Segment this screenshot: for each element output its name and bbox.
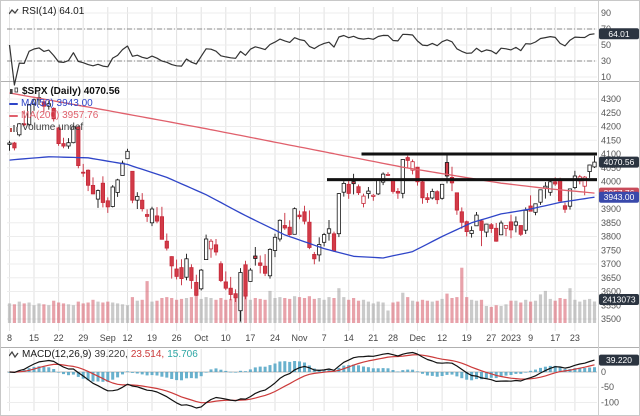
svg-text:3500: 3500 <box>601 314 621 324</box>
candlestick-chart-icon <box>10 87 19 94</box>
svg-text:21: 21 <box>368 333 378 343</box>
svg-text:17: 17 <box>245 333 255 343</box>
svg-text:7: 7 <box>322 333 327 343</box>
svg-text:26: 26 <box>172 333 182 343</box>
svg-text:3750: 3750 <box>601 245 621 255</box>
svg-text:2023: 2023 <box>501 333 521 343</box>
volume-legend[interactable]: Volume undef <box>9 122 120 133</box>
svg-text:12: 12 <box>437 333 447 343</box>
axis-value-badge: 2413073 <box>599 294 639 305</box>
candlesticks <box>7 92 597 322</box>
svg-text:15: 15 <box>29 333 39 343</box>
svg-text:0: 0 <box>601 367 606 377</box>
moving-averages <box>9 92 595 259</box>
gridlines <box>7 7 597 411</box>
rsi-indicator-icon <box>9 8 19 15</box>
axis-value-badge: 3943.00 <box>599 191 639 203</box>
svg-text:17: 17 <box>550 333 560 343</box>
symbol-legend-label: $SPX (Daily) 4070.56 <box>22 86 120 97</box>
svg-text:3700: 3700 <box>601 259 621 269</box>
macd-legend-label: MACD(12,26,9) <box>22 349 92 360</box>
svg-text:4000: 4000 <box>601 177 621 187</box>
ma200-line-swatch-icon <box>9 114 18 117</box>
svg-text:10: 10 <box>601 72 611 82</box>
svg-text:Dec: Dec <box>410 333 427 343</box>
axis-value-badge: 4070.56 <box>599 156 639 168</box>
svg-text:4050: 4050 <box>601 163 621 173</box>
volume-bars-icon <box>10 125 18 132</box>
macd-value: 39.220, <box>94 349 128 360</box>
macd-panel-legend: MACD(12,26,9) 39.220, 23.514, 15.706 <box>9 349 198 361</box>
svg-text:4100: 4100 <box>601 149 621 159</box>
svg-text:4200: 4200 <box>601 122 621 132</box>
svg-text:24: 24 <box>270 333 280 343</box>
volume-bars <box>7 267 597 323</box>
svg-text:29: 29 <box>78 333 88 343</box>
svg-text:Sep: Sep <box>100 333 116 343</box>
axis-value-badge: 39.220 <box>599 354 639 366</box>
macd-legend[interactable]: MACD(12,26,9) 39.220, 23.514, 15.706 <box>9 349 198 360</box>
svg-text:-100: -100 <box>601 397 619 407</box>
svg-text:50: 50 <box>601 40 611 50</box>
axis-value-badge: 64.01 <box>599 28 639 40</box>
svg-text:19: 19 <box>462 333 472 343</box>
ma50-legend[interactable]: MA(50) 3943.00 <box>9 98 120 109</box>
svg-text:3943.00: 3943.00 <box>604 192 635 202</box>
ma200-legend[interactable]: MA(200) 3957.76 <box>9 110 120 121</box>
volume-legend-label: Volume undef <box>22 122 84 133</box>
svg-text:39.220: 39.220 <box>606 355 632 365</box>
ma50-line-swatch-icon <box>9 102 18 105</box>
svg-text:Nov: Nov <box>292 333 309 343</box>
svg-text:28: 28 <box>388 333 398 343</box>
svg-text:3850: 3850 <box>601 218 621 228</box>
svg-text:19: 19 <box>147 333 157 343</box>
macd-plot <box>8 351 596 409</box>
trendlines <box>327 152 597 182</box>
symbol-legend[interactable]: $SPX (Daily) 4070.56 <box>9 86 120 97</box>
macd-indicator-icon <box>9 350 19 359</box>
rsi-legend-label: RSI(14) 64.01 <box>22 6 85 17</box>
svg-text:10: 10 <box>221 333 231 343</box>
rsi-legend[interactable]: RSI(14) 64.01 <box>9 6 84 17</box>
rsi-line <box>8 33 595 86</box>
svg-text:3650: 3650 <box>601 273 621 283</box>
svg-text:64.01: 64.01 <box>608 29 630 39</box>
svg-text:30: 30 <box>601 56 611 66</box>
svg-text:4250: 4250 <box>601 108 621 118</box>
macd-signal-value: 23.514, <box>130 349 165 360</box>
rsi-panel-legend: RSI(14) 64.01 <box>9 6 84 18</box>
svg-text:9: 9 <box>528 333 533 343</box>
svg-text:12: 12 <box>122 333 132 343</box>
macd-hist-value: 15.706 <box>167 349 198 360</box>
svg-text:2413073: 2413073 <box>602 294 635 304</box>
axis-labels: 9070503010430042504200415041004050400039… <box>7 8 621 407</box>
svg-text:8: 8 <box>7 333 12 343</box>
price-panel-legend: $SPX (Daily) 4070.56 MA(50) 3943.00 MA(2… <box>9 86 120 134</box>
svg-text:3600: 3600 <box>601 287 621 297</box>
svg-text:4300: 4300 <box>601 94 621 104</box>
svg-text:22: 22 <box>54 333 64 343</box>
svg-text:4150: 4150 <box>601 135 621 145</box>
svg-text:3900: 3900 <box>601 204 621 214</box>
ma200-legend-label: MA(200) 3957.76 <box>21 110 99 121</box>
svg-text:-50: -50 <box>601 382 614 392</box>
ma50-legend-label: MA(50) 3943.00 <box>21 98 93 109</box>
svg-text:90: 90 <box>601 8 611 18</box>
svg-text:Oct: Oct <box>194 333 209 343</box>
svg-text:3800: 3800 <box>601 232 621 242</box>
svg-text:3550: 3550 <box>601 300 621 310</box>
svg-text:23: 23 <box>570 333 580 343</box>
svg-text:27: 27 <box>486 333 496 343</box>
svg-text:14: 14 <box>344 333 354 343</box>
svg-text:4070.56: 4070.56 <box>604 157 635 167</box>
